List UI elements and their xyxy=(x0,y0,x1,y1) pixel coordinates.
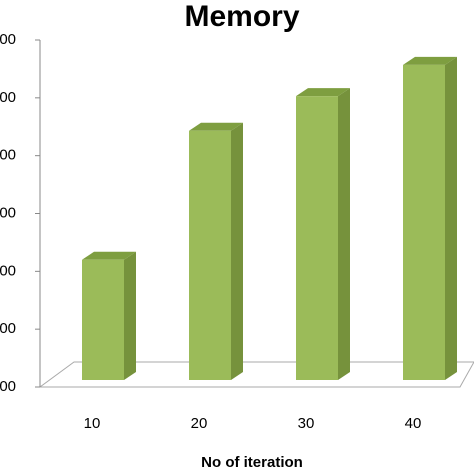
bar-side xyxy=(445,56,457,380)
bar-top xyxy=(296,88,350,97)
y-tick-label: 00 xyxy=(0,204,16,221)
y-tick-label: 00 xyxy=(0,378,16,395)
bar xyxy=(82,251,136,380)
x-tick-label: 40 xyxy=(405,415,422,432)
bar-top xyxy=(82,251,136,260)
bar xyxy=(189,122,243,380)
x-axis-label: No of iteration xyxy=(201,454,303,471)
y-tick-label: 00 xyxy=(0,147,16,164)
bar-front xyxy=(82,259,124,380)
chart-title: Memory xyxy=(184,0,299,33)
x-tick-label: 20 xyxy=(191,415,208,432)
bar xyxy=(403,56,457,380)
floor xyxy=(38,361,474,388)
bar xyxy=(296,88,350,381)
x-tick-label: 10 xyxy=(84,415,101,432)
bar-side xyxy=(124,251,136,380)
bar-top xyxy=(189,122,243,131)
y-tick-label: 00 xyxy=(0,320,16,337)
bar-front xyxy=(403,64,445,380)
bar-side xyxy=(231,122,243,380)
bar-front xyxy=(296,96,338,381)
bar-front xyxy=(189,130,231,380)
bar-top xyxy=(403,56,457,65)
bar-side xyxy=(338,88,350,381)
y-tick-label: 00 xyxy=(0,262,16,279)
y-tick-label: 00 xyxy=(0,89,16,106)
x-tick-label: 30 xyxy=(298,415,315,432)
y-tick-label: 00 xyxy=(0,31,16,48)
